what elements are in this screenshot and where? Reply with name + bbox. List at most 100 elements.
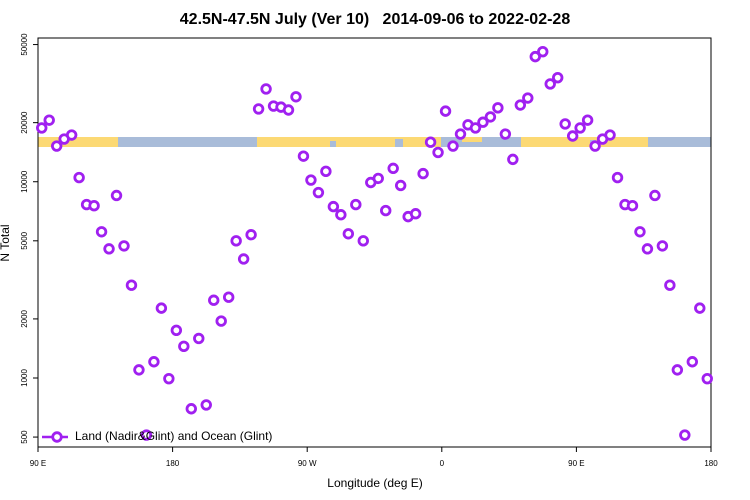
data-point: [305, 174, 317, 186]
y-tick-label: 10000: [20, 170, 29, 193]
y-tick-label: 500: [20, 430, 29, 444]
data-point: [664, 279, 676, 291]
data-point: [88, 199, 100, 212]
data-point: [686, 356, 699, 368]
data-point: [626, 199, 639, 212]
data-point: [260, 83, 272, 95]
data-point: [671, 364, 684, 376]
land-band: [38, 137, 118, 147]
data-point: [73, 171, 85, 184]
data-point: [387, 162, 399, 175]
data-point: [297, 150, 310, 162]
data-point: [178, 340, 190, 353]
x-axis-label: Longitude (deg E): [327, 476, 422, 490]
data-point: [118, 240, 130, 252]
data-point: [36, 122, 48, 134]
data-point: [581, 114, 594, 126]
data-point: [148, 356, 160, 368]
data-point: [641, 243, 654, 255]
data-point: [566, 130, 579, 142]
y-axis-label: N Total: [0, 224, 12, 261]
x-tick-label: 90 W: [298, 459, 317, 468]
data-point: [552, 71, 564, 84]
data-point: [611, 171, 624, 184]
data-point: [320, 165, 332, 178]
y-tick-label: 50000: [20, 33, 29, 56]
data-point: [656, 240, 669, 252]
ocean-band: [118, 137, 257, 147]
data-point: [544, 78, 556, 90]
data-point: [469, 122, 482, 134]
legend-marker: [51, 431, 63, 443]
data-point: [125, 279, 138, 291]
data-point: [282, 104, 295, 116]
y-tick-label: 5000: [20, 231, 29, 249]
data-point: [559, 118, 571, 130]
x-tick-label: 0: [440, 459, 445, 468]
data-point: [65, 129, 78, 141]
data-point: [342, 228, 355, 240]
data-point: [327, 200, 340, 213]
x-tick-label: 180: [166, 459, 180, 468]
x-tick-label: 90 E: [568, 459, 584, 468]
data-point: [163, 372, 175, 385]
data-point: [694, 302, 706, 314]
data-point: [514, 99, 527, 111]
y-tick-label: 1000: [20, 369, 29, 387]
data-point: [222, 291, 235, 303]
data-point: [394, 179, 407, 192]
y-tick-label: 2000: [20, 309, 29, 327]
data-point: [185, 403, 197, 415]
data-point: [537, 45, 549, 58]
data-point: [193, 332, 205, 345]
data-point: [140, 429, 153, 441]
data-point: [155, 302, 168, 314]
legend-label: Land (Nadir&Glint) and Ocean (Glint): [75, 429, 272, 443]
data-point: [634, 226, 646, 238]
data-point: [484, 111, 497, 123]
data-point: [133, 364, 145, 376]
ocean-band: [648, 137, 711, 147]
data-point: [432, 146, 444, 159]
data-point: [50, 140, 63, 152]
data-point: [103, 243, 115, 255]
surface-band: [38, 137, 711, 147]
land-band: [257, 137, 441, 147]
data-point: [95, 226, 108, 238]
data-point: [170, 324, 183, 336]
data-point: [454, 128, 467, 140]
data-point: [477, 116, 489, 128]
data-point: [230, 235, 242, 247]
data-point: [439, 105, 452, 117]
data-point: [215, 315, 227, 327]
data-point: [424, 136, 437, 148]
land-band: [462, 137, 482, 142]
plot-frame: [37, 37, 712, 448]
data-point: [245, 229, 257, 241]
data-point: [417, 167, 429, 180]
data-point: [200, 399, 212, 411]
data-point: [649, 189, 661, 202]
data-point: [522, 92, 534, 104]
data-point: [679, 429, 691, 441]
ocean-band: [395, 139, 403, 147]
chart-title: 42.5N-47.5N July (Ver 10) 2014-09-06 to …: [180, 11, 571, 28]
data-point: [380, 204, 392, 217]
data-point: [43, 114, 55, 126]
x-tick-label: 90 E: [30, 459, 46, 468]
data-point: [110, 189, 123, 202]
land-band: [521, 137, 648, 147]
y-tick-label: 20000: [20, 111, 29, 134]
data-point: [447, 140, 459, 152]
data-point: [499, 128, 512, 140]
data-point: [290, 91, 302, 103]
data-point: [372, 172, 384, 185]
data-point: [312, 186, 325, 199]
data-point: [350, 198, 362, 211]
data-point: [701, 372, 713, 385]
data-point: [208, 294, 220, 306]
x-tick-label: 180: [704, 459, 718, 468]
data-point: [529, 50, 541, 63]
data-point: [604, 129, 616, 141]
